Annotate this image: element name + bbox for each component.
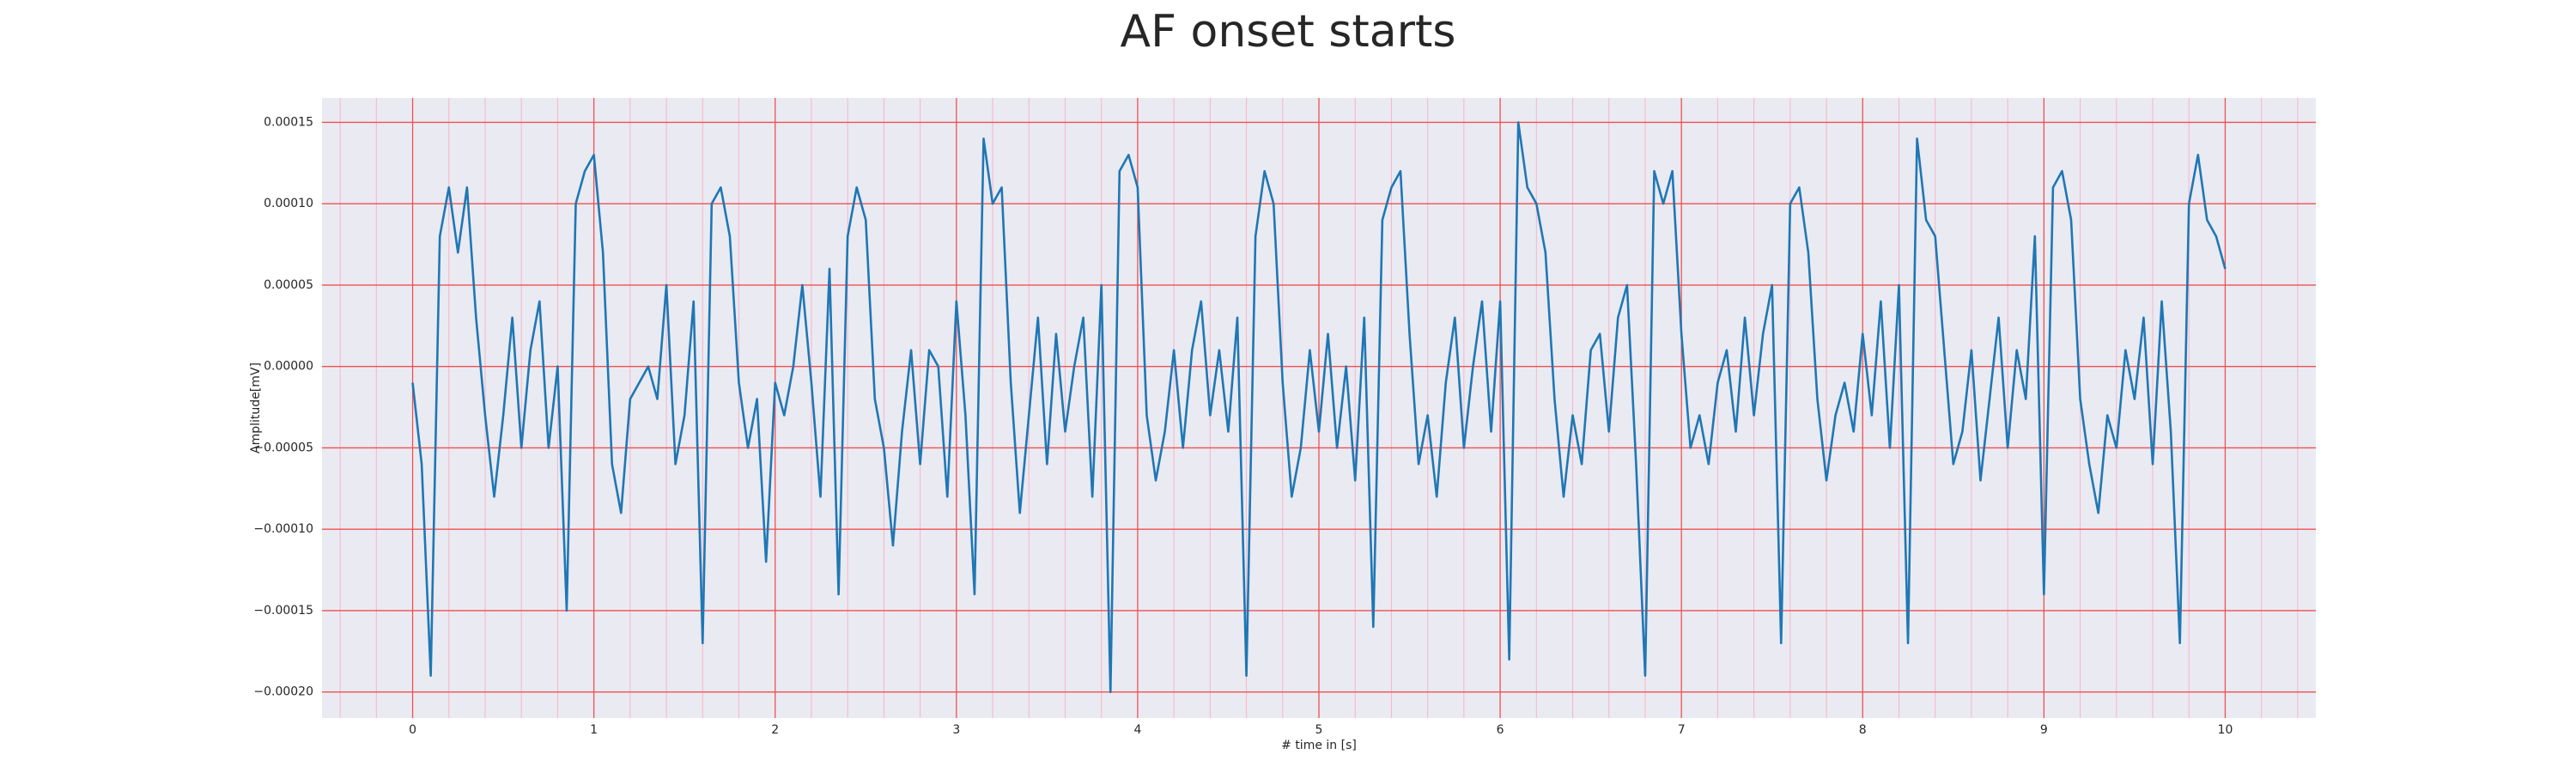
x-tick-label: 7 (1678, 723, 1686, 737)
x-tick-label: 10 (2218, 723, 2233, 737)
signal-line (411, 121, 2227, 693)
x-axis-label: # time in [s] (1281, 739, 1357, 752)
y-tick-label: −0.00015 (253, 604, 313, 618)
x-tick-label: 3 (952, 723, 960, 737)
x-tick-label: 9 (2040, 723, 2048, 737)
x-tick-label: 2 (771, 723, 779, 737)
y-tick-label: 0.00005 (264, 278, 313, 292)
x-tick-label: 0 (409, 723, 416, 737)
y-tick-label: −0.00005 (253, 441, 313, 454)
y-tick-label: −0.00020 (253, 685, 313, 699)
x-tick-label: 1 (590, 723, 598, 737)
y-tick-label: −0.00010 (253, 522, 313, 536)
x-tick-label: 6 (1497, 723, 1504, 737)
y-tick-label: 0.00015 (264, 115, 313, 129)
y-axis-label: Amplitude[mV] (249, 362, 263, 453)
x-tick-label: 4 (1133, 723, 1141, 737)
x-tick-label: 5 (1315, 723, 1323, 737)
x-tick-label: 8 (1859, 723, 1867, 737)
y-tick-label: 0.00000 (264, 360, 313, 374)
chart-title: AF onset starts (1121, 6, 1456, 58)
y-tick-label: 0.00010 (264, 197, 313, 210)
